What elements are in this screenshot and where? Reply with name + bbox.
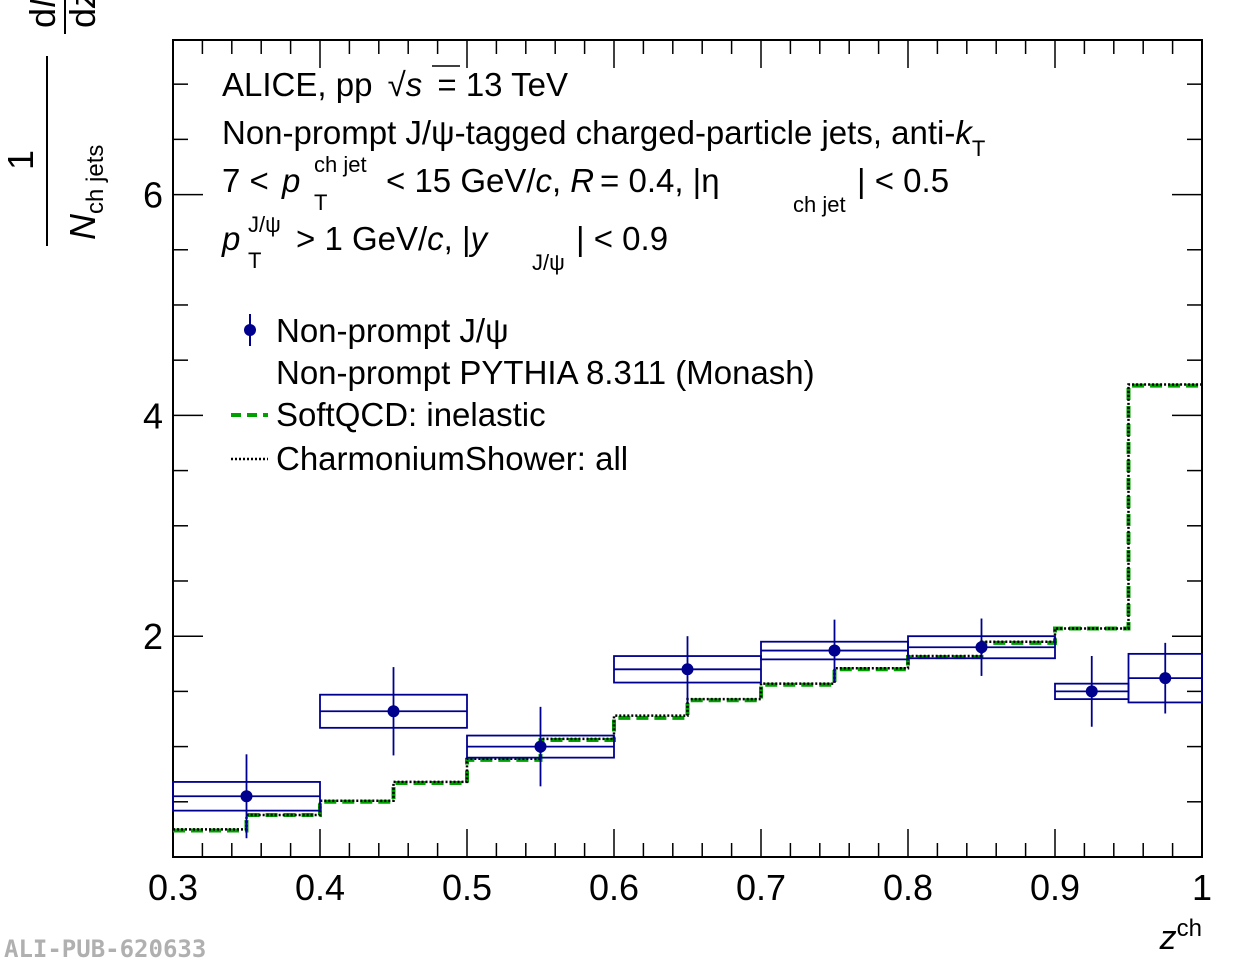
data-point <box>907 618 1056 676</box>
svg-text:| < 0.5: | < 0.5 <box>857 162 949 199</box>
data-point <box>319 667 468 756</box>
marker <box>975 641 988 654</box>
svg-text:J/ψ: J/ψ <box>248 212 281 237</box>
svg-text:7 < p: 7 < p <box>222 162 300 199</box>
svg-text:T: T <box>248 248 261 273</box>
svg-text:p: p <box>221 220 240 257</box>
x-tick-labels: 0.3 0.4 0.5 0.6 0.7 0.8 0.9 1 <box>148 867 1212 908</box>
svg-text:| < 0.9: | < 0.9 <box>576 220 668 257</box>
legend-data-marker <box>244 314 256 346</box>
marker <box>387 705 400 718</box>
x-tick-label: 0.8 <box>883 867 933 908</box>
y-tick-label: 4 <box>143 395 163 436</box>
charmonium-curve <box>173 383 1202 831</box>
marker <box>1159 672 1172 685</box>
axis-ticks <box>172 40 1203 857</box>
y-tick-labels: 2 4 6 <box>143 175 163 658</box>
legend-header: Non-prompt PYTHIA 8.311 (Monash) <box>276 354 815 391</box>
svg-text:J/ψ: J/ψ <box>532 250 565 275</box>
x-tick-label: 0.9 <box>1030 867 1080 908</box>
x-tick-label: 0.7 <box>736 867 786 908</box>
legend-charm-label: CharmoniumShower: all <box>276 440 628 477</box>
legend: Non-prompt J/ψ Non-prompt PYTHIA 8.311 (… <box>231 312 815 477</box>
svg-text:> 1 GeV/c, |y: > 1 GeV/c, |y <box>296 220 490 257</box>
x-tick-label: 0.3 <box>148 867 198 908</box>
svg-text:ch jet: ch jet <box>314 152 367 177</box>
svg-text:Nch jets: Nch jets <box>62 145 109 240</box>
legend-data-label: Non-prompt J/ψ <box>276 312 509 349</box>
plot-frame <box>172 39 1203 858</box>
y-tick-label: 2 <box>143 616 163 657</box>
annotation-block: ALICE, pp √s = 13 TeV Non-prompt J/ψ-tag… <box>221 65 985 275</box>
x-tick-label: 1 <box>1192 867 1212 908</box>
svg-text:< 15 GeV/c,R= 0.4, |η: < 15 GeV/c, R = 0.4, |η <box>386 162 720 199</box>
watermark: ALI-PUB-620633 <box>4 935 206 963</box>
mc-curves <box>173 383 1202 833</box>
data-point <box>613 636 762 703</box>
svg-text:1: 1 <box>0 150 41 170</box>
x-tick-label: 0.5 <box>442 867 492 908</box>
x-tick-label: 0.4 <box>295 867 345 908</box>
marker <box>828 644 841 657</box>
legend-soft-label: SoftQCD: inelastic <box>276 396 546 433</box>
svg-text:ALICE, pp √s = 13: ALICE, pp √s = 13 TeV <box>222 66 568 103</box>
marker <box>681 663 694 676</box>
data-point <box>1127 642 1203 714</box>
svg-text:T: T <box>314 190 327 215</box>
svg-text:ch jet: ch jet <box>793 192 846 217</box>
y-axis-title: Nch jets 1 dzch dN <box>0 0 109 246</box>
data-point <box>172 754 321 839</box>
y-tick-label: 6 <box>143 175 163 216</box>
data-point <box>466 706 615 787</box>
marker <box>534 740 547 753</box>
data-point <box>1054 656 1130 727</box>
svg-text:Non-prompt J/ψ-tagged charged-: Non-prompt J/ψ-tagged charged-particle j… <box>222 114 985 161</box>
x-tick-label: 0.6 <box>589 867 639 908</box>
x-axis-title: zch <box>1159 915 1202 957</box>
data-points <box>172 618 1203 839</box>
marker <box>1085 685 1098 698</box>
svg-text:dzch: dzch <box>60 0 103 28</box>
svg-text:dN: dN <box>22 0 63 28</box>
marker <box>240 790 253 803</box>
